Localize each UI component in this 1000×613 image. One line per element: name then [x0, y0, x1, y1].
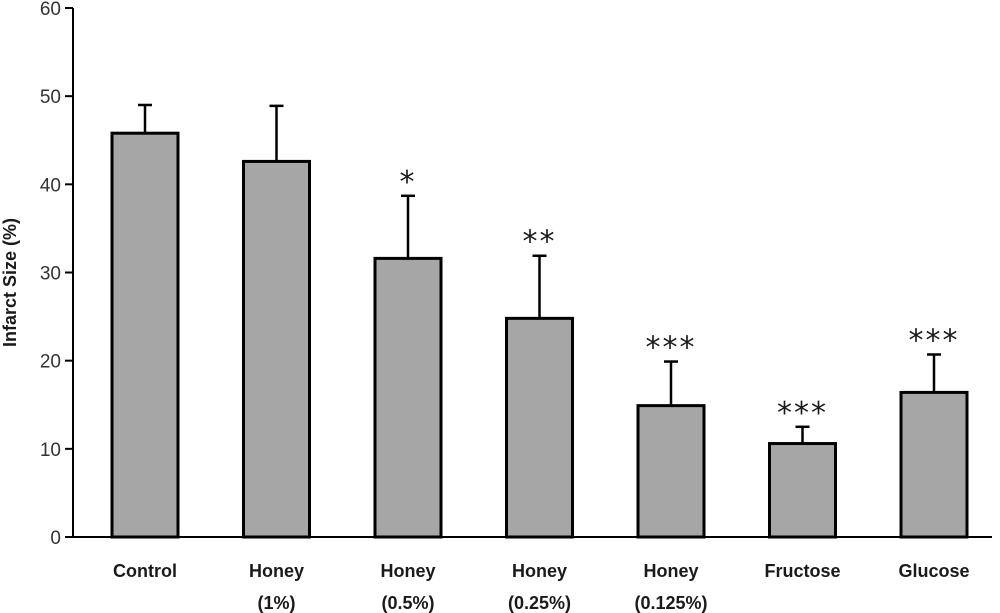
- x-category-label-line2: (0.125%): [634, 593, 707, 613]
- bar: [110, 131, 180, 539]
- x-category-label-line2: (0.5%): [381, 593, 434, 613]
- x-category-label: Control: [113, 561, 177, 581]
- y-tick-label: 40: [40, 175, 61, 196]
- y-tick-label: 50: [40, 87, 61, 108]
- significance-label: *: [400, 165, 417, 200]
- significance-markers: ************: [400, 165, 960, 431]
- x-category-labels: Control Honey (1%) Honey (0.5%) Honey (0.25%) H…: [113, 561, 970, 613]
- y-tick-label: 0: [50, 528, 61, 549]
- significance-label: ***: [909, 323, 960, 358]
- bar: [636, 404, 706, 539]
- x-category-label: Honey: [512, 561, 567, 581]
- bar: [768, 442, 837, 539]
- y-tick-label: 10: [40, 440, 61, 461]
- x-category-label: Honey: [643, 561, 698, 581]
- x-category-label: Glucose: [898, 561, 969, 581]
- x-category-label-line2: (0.25%): [508, 593, 571, 613]
- bar: [242, 159, 311, 539]
- x-category-label: Honey: [249, 561, 304, 581]
- bar: [373, 256, 443, 539]
- significance-label: ***: [777, 396, 828, 431]
- y-tick-label: 30: [40, 264, 61, 285]
- y-axis-title: Infarct Size (%): [0, 218, 20, 347]
- y-ticks: 0 10 20 30 40 50 60: [40, 0, 73, 549]
- y-tick-label: 20: [40, 352, 61, 373]
- significance-label: **: [523, 225, 557, 260]
- significance-label: ***: [646, 331, 697, 366]
- bars-layer: [110, 103, 969, 539]
- x-category-label-line2: (1%): [257, 593, 295, 613]
- x-category-label: Honey: [380, 561, 435, 581]
- bar: [899, 390, 969, 539]
- x-category-label: Fructose: [764, 561, 840, 581]
- y-tick-label: 60: [40, 0, 61, 20]
- bar: [505, 316, 574, 539]
